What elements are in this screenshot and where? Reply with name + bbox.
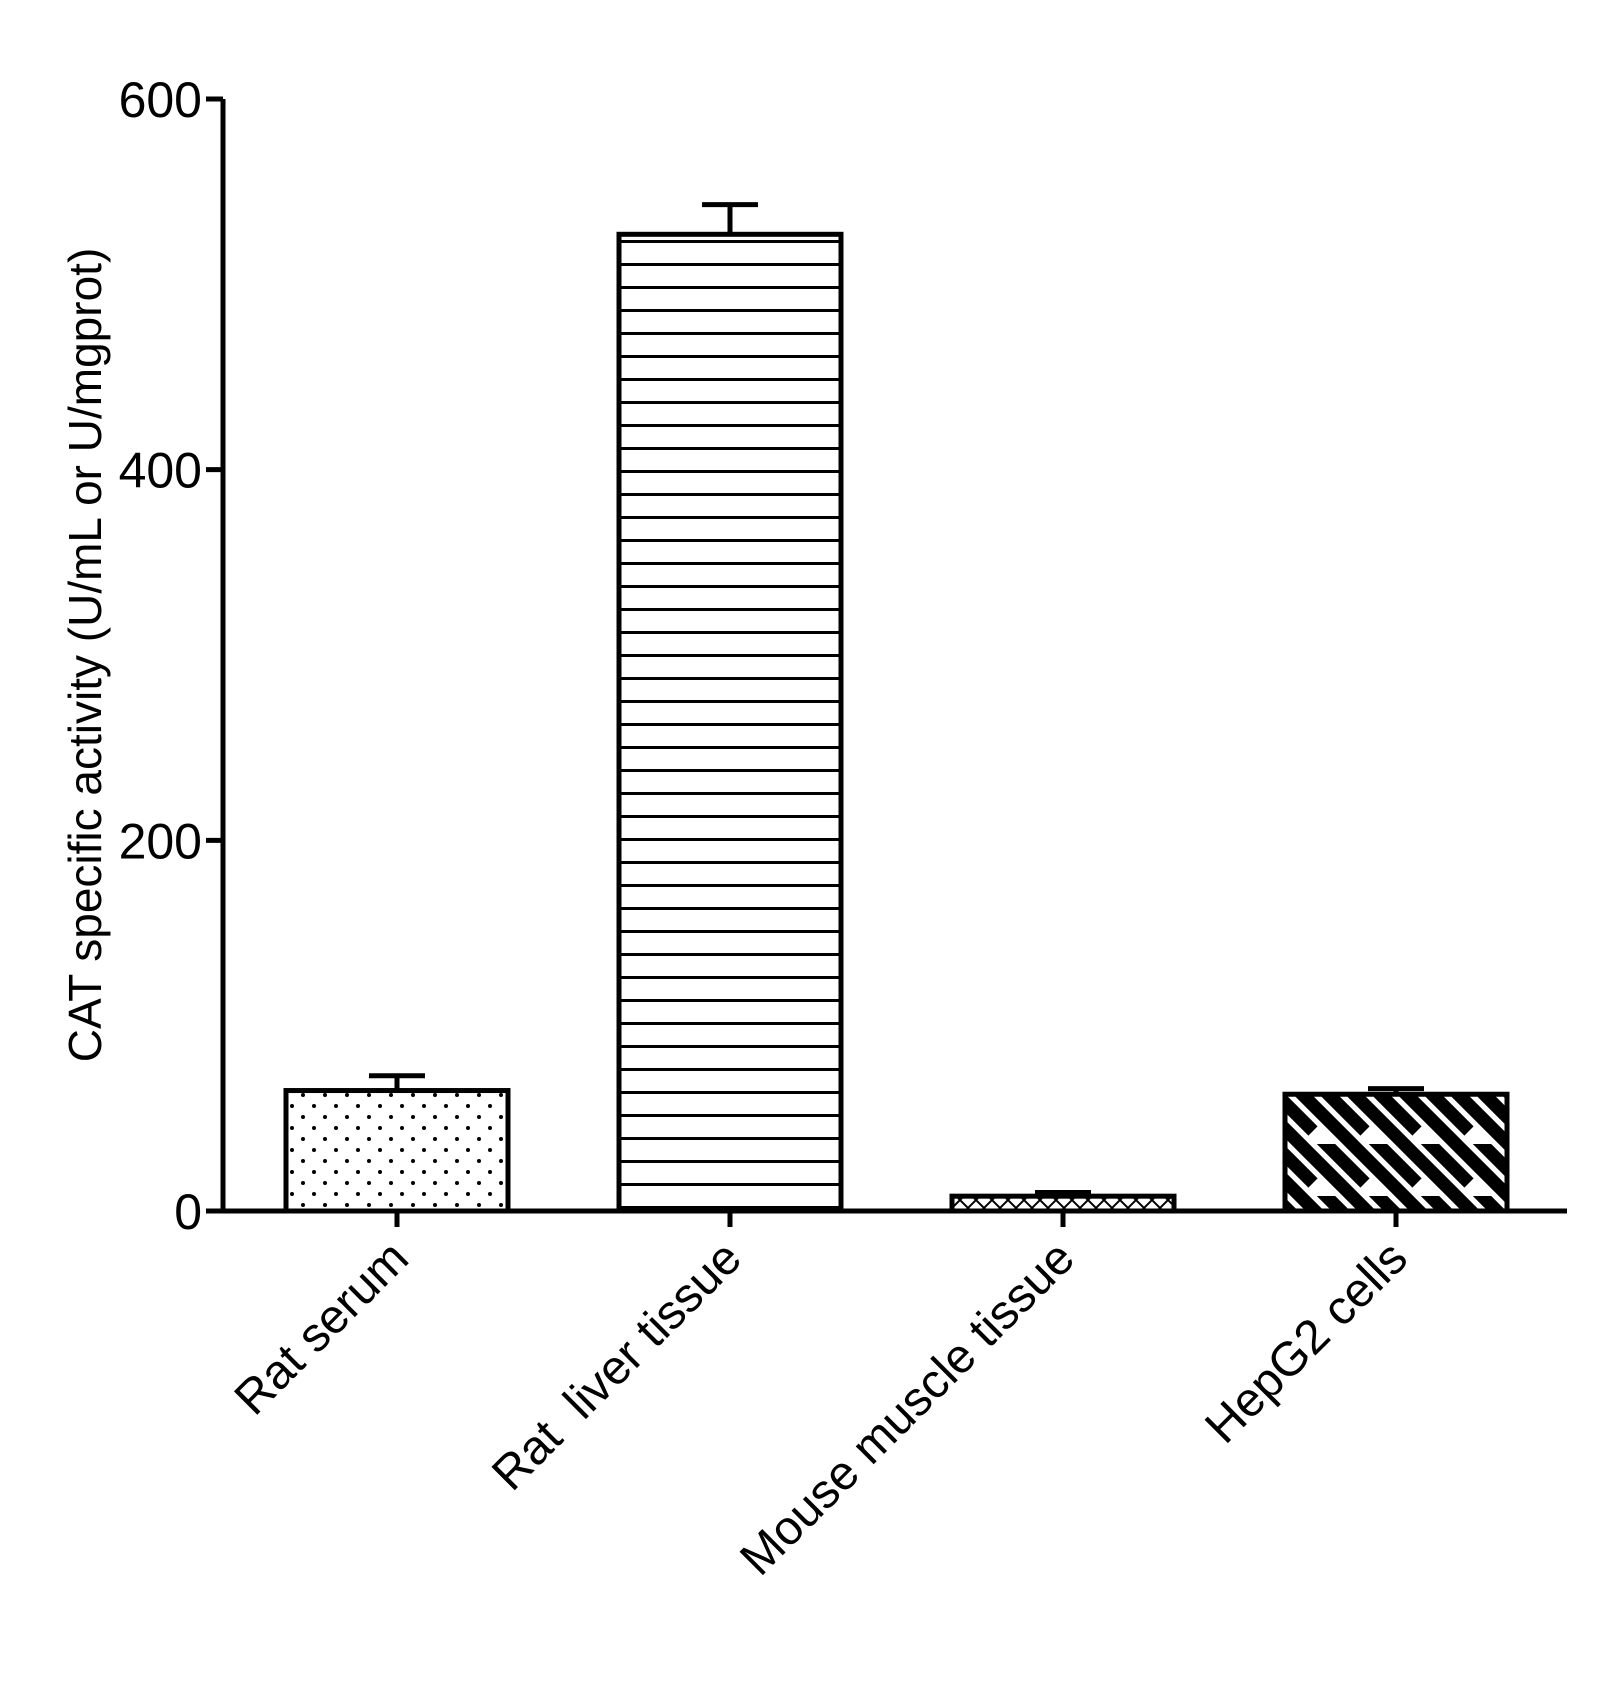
- bars-group: [283, 231, 1510, 1214]
- y-ticks-group: 0 200 400 600: [119, 72, 223, 1240]
- x-tick-label-rat-serum: Rat serum: [225, 1231, 419, 1425]
- x-tick-label-mouse-muscle-tissue: Mouse muscle tissue: [730, 1231, 1084, 1585]
- y-tick-label-0: 0: [174, 1184, 202, 1240]
- error-bars-group: [369, 202, 1424, 1197]
- y-tick-label-200: 200: [119, 813, 202, 869]
- x-tick-label-hepg2-cells: HepG2 cells: [1195, 1231, 1417, 1453]
- y-axis-title: CAT specific activity (U/mL or U/mgprot): [59, 248, 111, 1063]
- bar-rat-serum: [283, 1088, 511, 1214]
- y-tick-label-400: 400: [119, 443, 202, 499]
- bar-rat-liver-tissue: [616, 231, 844, 1214]
- y-tick-label-600: 600: [119, 72, 202, 128]
- x-tick-label-rat-liver-tissue: Rat liver tissue: [482, 1231, 751, 1500]
- bar-hepg2-cells: [1282, 1091, 1510, 1214]
